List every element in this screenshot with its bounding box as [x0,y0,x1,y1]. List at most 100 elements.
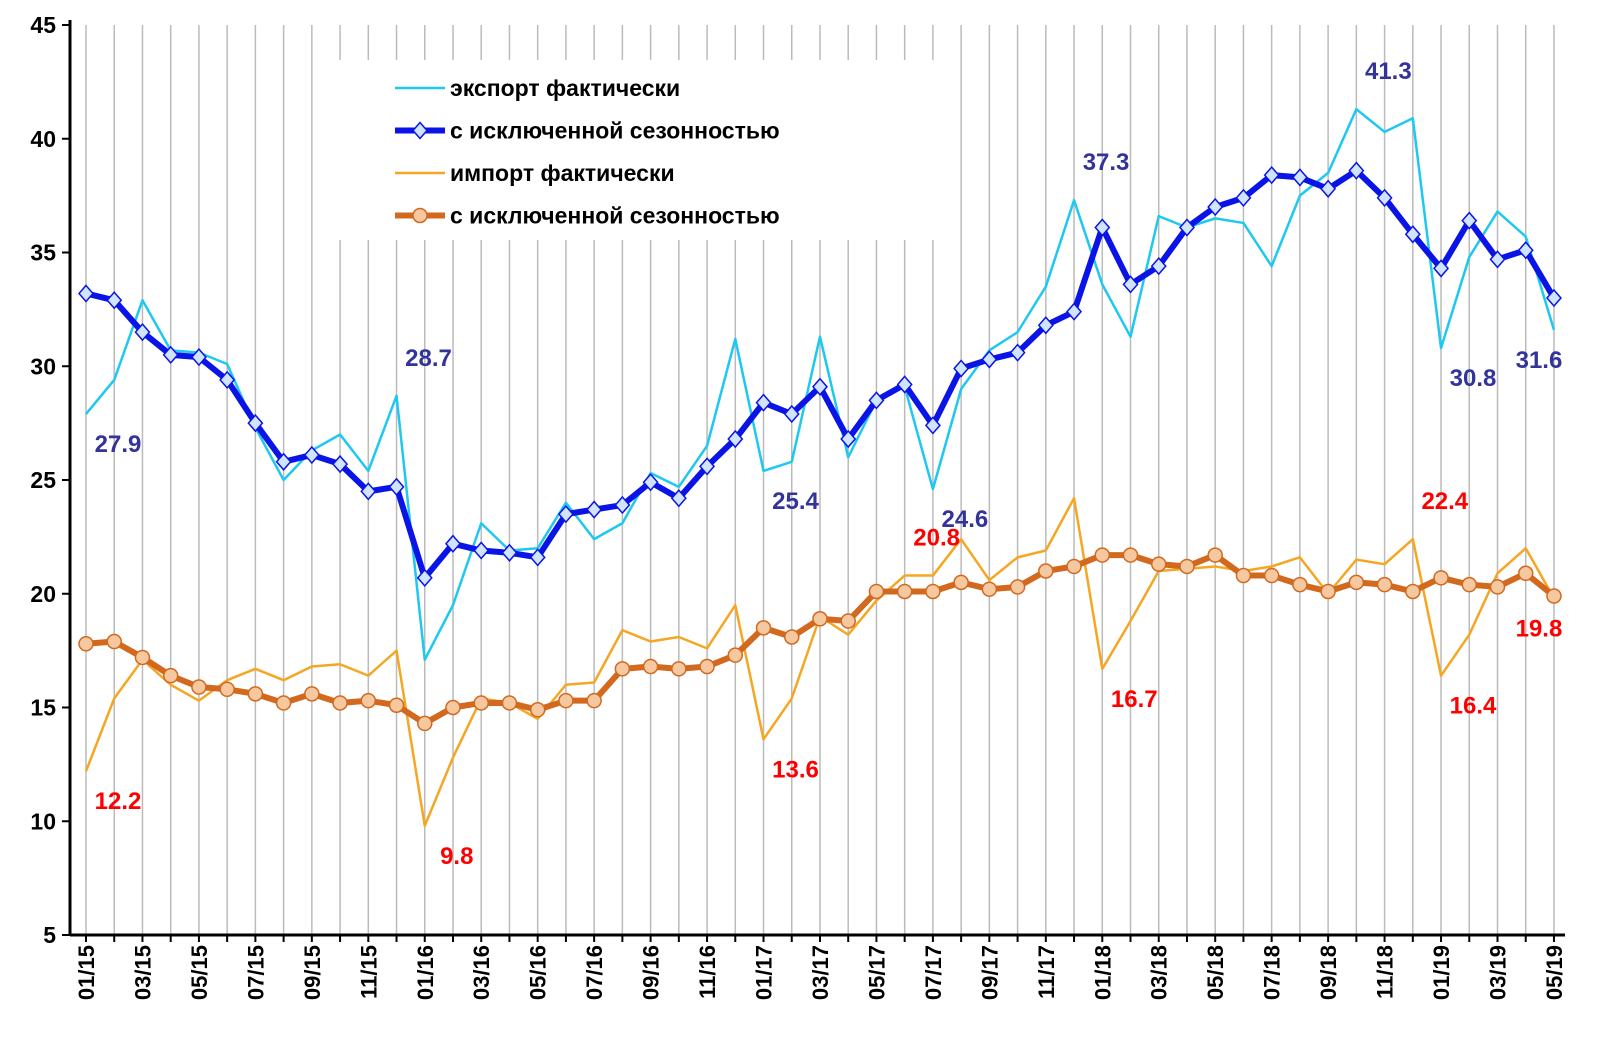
point [1263,166,1280,185]
point [671,661,687,677]
point [642,658,659,675]
point [925,583,941,600]
point [1066,302,1083,321]
point [1348,161,1365,180]
point [727,429,744,449]
data-label: 9.8 [440,843,473,870]
point [557,504,574,524]
point [642,473,659,492]
x-tick-label: 05/19 [1542,945,1567,1000]
x-tick-label: 09/17 [977,945,1002,1000]
point [1545,288,1562,308]
point [444,534,461,553]
point [445,699,461,716]
point [275,452,292,471]
legend-marker [412,121,428,140]
x-tick-label: 09/18 [1316,945,1341,1000]
x-tick-label: 07/17 [921,945,946,1000]
data-label: 13.6 [772,756,819,783]
x-tick-label: 11/15 [356,945,381,999]
point [78,284,94,303]
x-tick-label: 01/16 [413,945,438,1000]
data-label: 28.7 [405,345,452,372]
point [953,359,970,378]
point [981,581,998,597]
point [1461,211,1478,230]
point [1489,579,1506,595]
point [1094,547,1111,563]
point [1517,565,1534,582]
y-tick-label: 35 [30,240,56,266]
x-tick-label: 03/16 [469,945,494,1000]
x-tick-label: 05/17 [864,945,889,1000]
point [162,667,179,684]
point [896,583,913,600]
x-tick-label: 03/17 [808,945,833,1000]
point [1235,188,1252,208]
point [1320,179,1337,198]
x-tick-label: 11/16 [695,945,720,999]
point [416,568,433,587]
point [783,404,800,424]
point [1263,567,1280,584]
legend-marker [412,207,428,224]
x-tick-label: 11/18 [1373,945,1398,999]
point [303,445,320,465]
y-tick-label: 20 [30,581,56,607]
point [1433,259,1450,278]
point [924,416,941,435]
point [586,692,602,709]
point [558,692,574,709]
point [1320,583,1336,600]
point [614,661,631,677]
point [190,348,207,367]
point [1461,576,1478,593]
point [247,686,264,702]
y-tick-label: 45 [30,12,56,38]
point [388,477,405,496]
point [501,695,518,711]
point [755,620,772,636]
point [755,393,772,412]
data-label: 16.4 [1450,693,1497,720]
point [868,583,885,600]
point [1122,275,1139,294]
point [699,658,715,675]
point [1150,556,1167,572]
point [473,695,489,711]
point [106,291,123,310]
point [670,489,687,508]
data-label: 20.8 [913,525,960,552]
point [1348,574,1365,591]
point [529,702,546,718]
data-label: 31.6 [1516,347,1563,374]
point [1433,570,1449,586]
point [388,697,405,713]
point [614,495,631,515]
point [191,679,207,695]
y-tick-label: 10 [30,808,56,834]
point [840,429,857,449]
point [811,377,828,396]
point [1517,241,1534,260]
point [247,413,264,433]
x-tick-label: 01/18 [1090,945,1115,1000]
point [332,454,349,474]
x-tick-label: 05/18 [1203,945,1228,1000]
data-label: 37.3 [1083,149,1130,176]
point [1546,588,1562,604]
y-tick-label: 40 [30,126,56,152]
point [812,611,828,627]
point [1009,343,1026,362]
point [360,692,377,709]
point [1489,250,1506,269]
x-tick-label: 07/16 [582,945,607,1000]
x-tick-label: 07/15 [243,945,268,1000]
point [1405,583,1421,600]
y-tick-label: 5 [43,922,56,948]
point [1150,257,1167,276]
x-tick-label: 03/18 [1147,945,1172,1000]
y-tick-label: 15 [30,695,56,721]
point [1207,547,1223,563]
x-tick-label: 09/15 [300,945,325,1000]
